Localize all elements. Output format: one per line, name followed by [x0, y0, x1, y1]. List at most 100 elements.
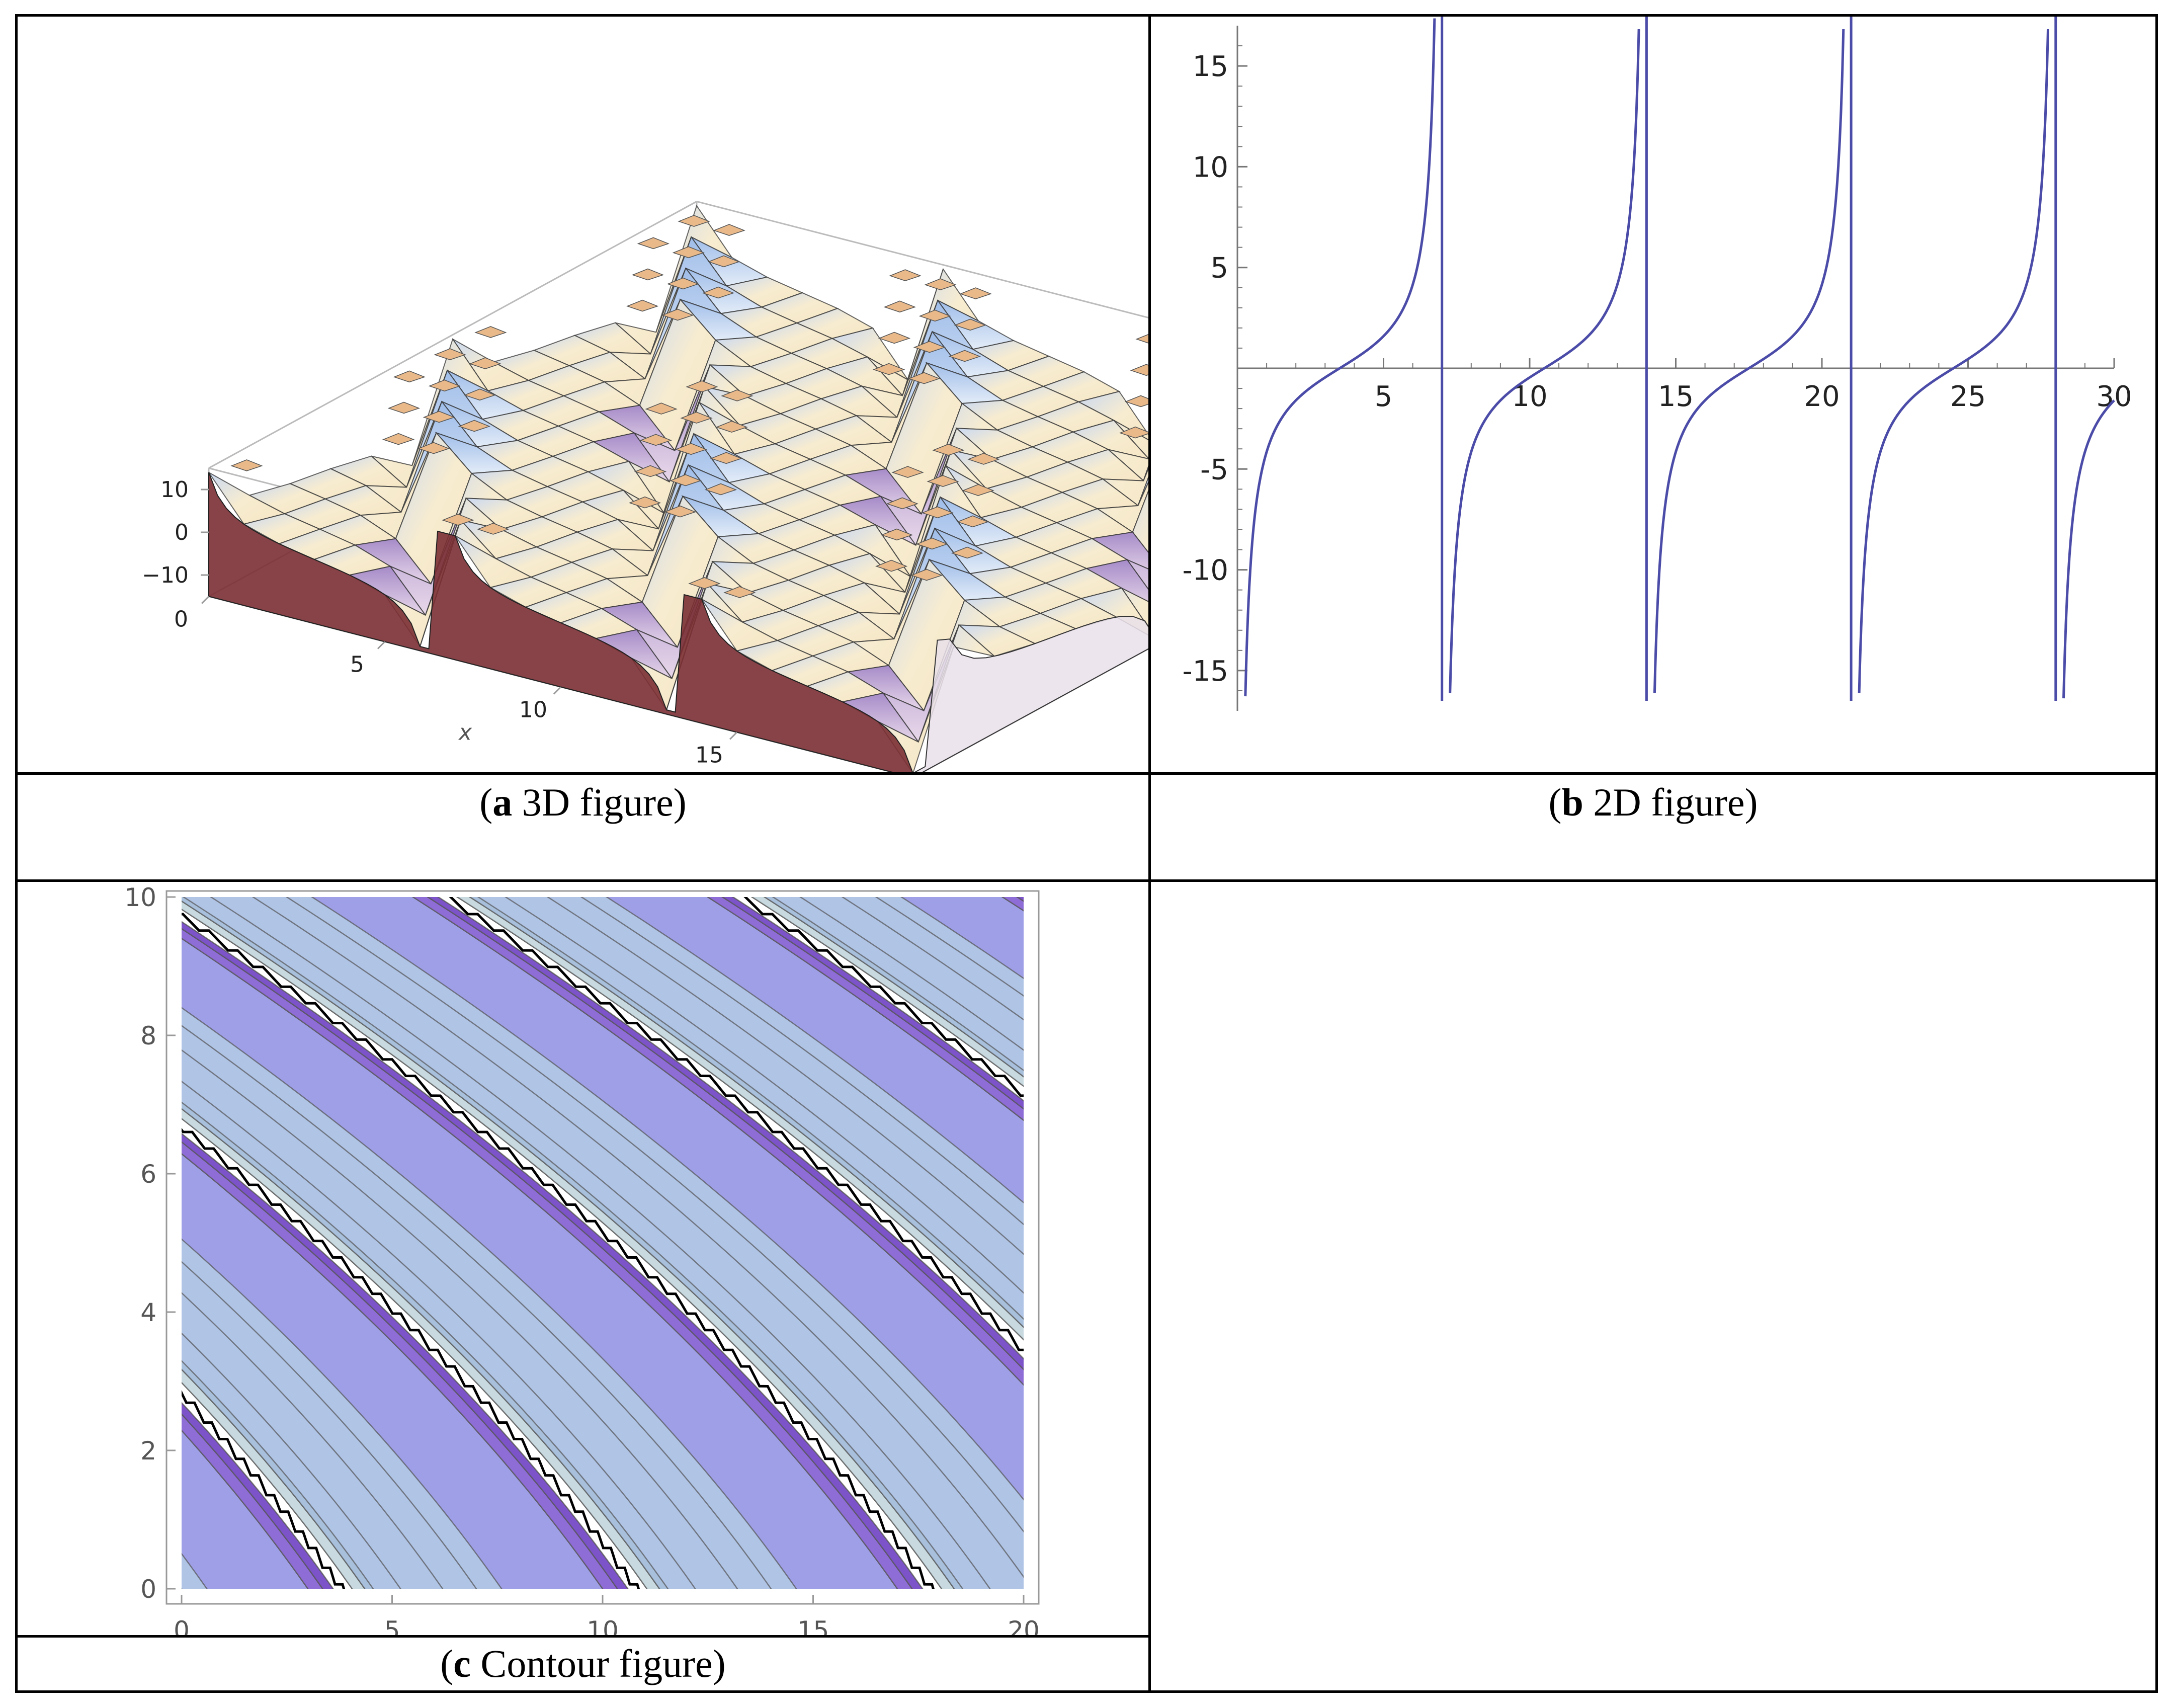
- chart-b-x-tick-label: 15: [1658, 380, 1694, 413]
- chart-a-clip-cap: [713, 224, 745, 236]
- chart-a-clip-cap: [477, 523, 510, 535]
- chart-a-clip-cap: [915, 537, 949, 550]
- chart-c-y-tick-label: 6: [140, 1160, 156, 1189]
- chart-a-x-tick-label: 0: [174, 607, 188, 632]
- chart-a-clip-cap: [634, 465, 667, 477]
- chart-a-x-tick-label: 15: [695, 743, 723, 768]
- chart-a-clip-cap: [913, 341, 946, 353]
- chart-c-contour-band: [182, 1429, 309, 1589]
- chart-c-level-line: [182, 1261, 477, 1589]
- chart-a-clip-cap: [661, 308, 694, 321]
- chart-c-contour-band: [182, 1360, 374, 1589]
- chart-a-clip-cap: [1119, 426, 1148, 439]
- chart-a-clip-cap: [924, 278, 957, 290]
- chart-c-y-tick-label: 2: [140, 1436, 156, 1466]
- chart-b-curve-branch: [2062, 399, 2115, 699]
- chart-a-clip-cap: [921, 506, 954, 519]
- chart-a-x-tick: [201, 596, 210, 604]
- caption-c-text: Contour figure: [470, 1642, 713, 1685]
- chart-a-z-tick-label: 10: [160, 477, 189, 503]
- caption-c-letter: c: [453, 1642, 471, 1685]
- chart-c-level-line: [18, 882, 151, 1635]
- chart-c-contour-bands: [18, 882, 1148, 1635]
- caption-b-letter: b: [1561, 780, 1583, 824]
- chart-c-contour-band: [18, 882, 103, 1635]
- chart-c-jagged-contour: [182, 1127, 640, 1589]
- chart-a-clip-cap: [891, 466, 924, 478]
- chart-a-clip-cap: [967, 453, 1000, 465]
- chart-b-curve-branch: [1858, 29, 2049, 693]
- chart-b-y-tick-label: 5: [1210, 252, 1228, 285]
- chart-a-clip-cap: [956, 515, 989, 528]
- chart-a-clip-cap: [663, 505, 697, 518]
- table-border-left: [15, 14, 18, 1693]
- chart-a-clip-cap: [469, 357, 502, 369]
- chart-a-clip-cap: [918, 309, 951, 322]
- chart-a-x-tick-label: 10: [519, 697, 547, 723]
- chart-a-z-tick-label: 0: [175, 520, 189, 545]
- chart-a-clip-cap: [954, 318, 986, 331]
- chart-a-surface: [208, 204, 1148, 772]
- chart-b-y-tick-label: -5: [1200, 453, 1228, 486]
- chart-c-jagged-contour: [182, 913, 935, 1589]
- chart-a-clip-cap: [637, 237, 670, 250]
- chart-c-contour-band: [18, 882, 116, 1635]
- chart-a-clip-cap: [951, 546, 984, 559]
- chart-a-clip-cap: [1124, 395, 1148, 408]
- chart-a-box-edge: [696, 201, 1148, 318]
- chart-c-level-line: [182, 1292, 444, 1589]
- chart-a-clip-cap: [423, 411, 456, 423]
- chart-c-contour-band: [182, 1413, 323, 1589]
- chart-a-x-tick: [729, 731, 738, 740]
- chart-a-clip-cap: [688, 577, 721, 589]
- chart-a-clip-cap: [883, 300, 916, 313]
- chart-a-clip-cap: [680, 412, 713, 424]
- chart-b-curve-branch: [1653, 29, 1845, 693]
- chart-a-clip-cap: [710, 452, 742, 464]
- chart-a-clip-cap: [707, 255, 740, 268]
- chart-a-clip-cap: [393, 370, 426, 383]
- chart-c-x-tick-label: 20: [1008, 1616, 1040, 1635]
- chart-a-clip-cap: [417, 442, 450, 454]
- chart-a-clip-cap: [878, 332, 911, 344]
- chart-a-clip-cap: [463, 388, 496, 401]
- chart-c-level-line: [1061, 882, 1148, 1635]
- chart-c-level-line: [580, 897, 1024, 1226]
- chart-c-level-line: [505, 897, 1024, 1294]
- table-divider-vertical: [1148, 14, 1151, 1693]
- chart-a-clip-cap: [704, 483, 737, 496]
- chart-b-y-tick-label: -15: [1183, 655, 1228, 688]
- caption-c: (c Contour figure): [440, 1642, 726, 1685]
- chart-a-clip-cap: [669, 474, 702, 486]
- chart-a-front-wall: [208, 472, 913, 772]
- chart-c-jagged-contour: [18, 882, 53, 1604]
- chart-a-clip-cap: [626, 299, 659, 312]
- chart-b-series: [1244, 17, 2115, 701]
- chart-a-clip-cap: [910, 568, 943, 581]
- chart-a-side-wall: [913, 615, 1148, 772]
- chart-a-box-edge: [208, 201, 697, 469]
- chart-a-z-tick-label: −10: [142, 562, 189, 588]
- chart-c-contour-band: [311, 897, 1024, 1501]
- chart-a-clip-cap: [702, 286, 735, 299]
- chart-a-clip-cap: [927, 475, 959, 487]
- table-divider-row3: [15, 1635, 1149, 1638]
- chart-b-x-tick-label: 30: [2096, 380, 2132, 413]
- chart-a-clip-cap: [880, 528, 913, 541]
- chart-c-contour-band: [18, 882, 124, 1635]
- chart-c-level-line: [799, 897, 1024, 1051]
- chart-b-y-tick-label: 15: [1193, 50, 1228, 83]
- chart-b-y-tick-label: 10: [1193, 151, 1228, 184]
- chart-a-x-axis-label: x: [458, 720, 472, 746]
- chart-c-axes: 0 5 10 15 20 0 2 4 6 8 10: [124, 883, 1039, 1635]
- chart-a-clip-cap: [686, 380, 718, 392]
- chart-a-clip-cap: [715, 421, 748, 433]
- chart-c-y-tick-label: 8: [140, 1021, 156, 1050]
- chart-a-clip-cap: [428, 379, 461, 392]
- chart-c-contour-band: [411, 897, 1024, 1386]
- chart-a-clip-cap: [639, 434, 672, 446]
- chart-a-clip-cap: [889, 269, 922, 281]
- chart-c-jagged-contour: [449, 897, 1024, 1351]
